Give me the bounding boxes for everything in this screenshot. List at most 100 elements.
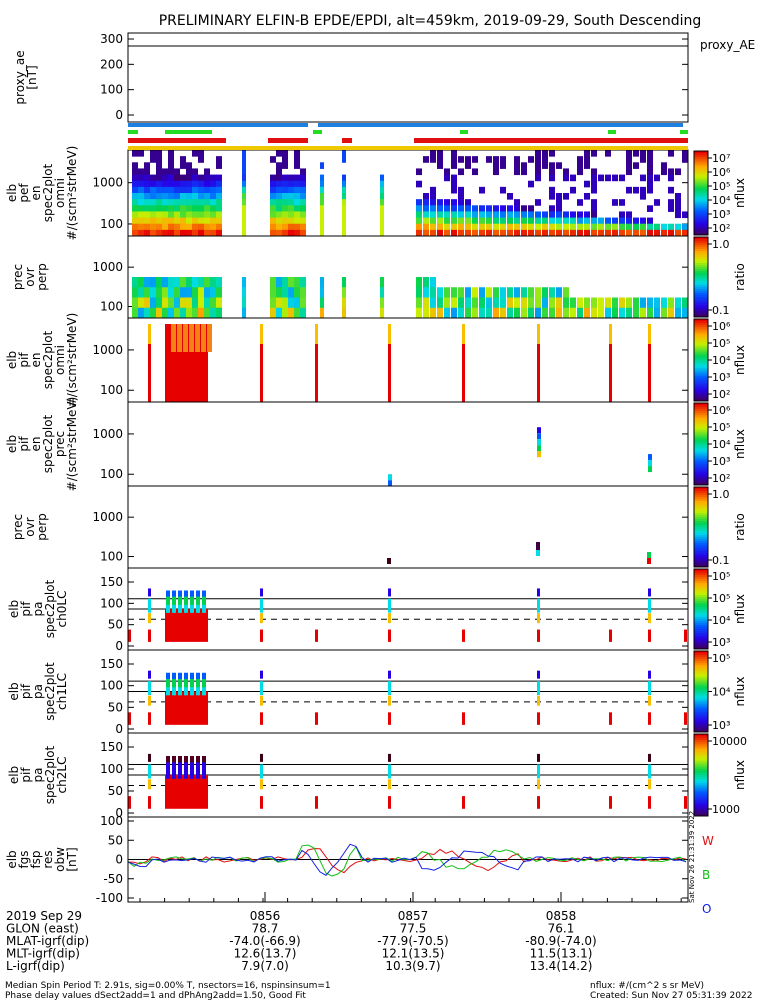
panel-fgs-ytick-3: -50 xyxy=(103,872,123,886)
ephem-value-4-1: 10.3(9.7) xyxy=(385,959,440,973)
panel-epde_omni-ylabel-4: omni xyxy=(53,178,67,208)
panel-proxy_ae-ylabel-1: [nT] xyxy=(25,65,39,89)
panel-epdi_prec-ytick-1: 100 xyxy=(100,467,123,481)
panel-pa_ch0-ylabel-0: elb xyxy=(7,600,21,618)
panel-epdi_ratio-cbtick-1: 0.1 xyxy=(712,554,730,567)
panel-epdi_omni-ylabel-3: spec2plot xyxy=(41,330,55,389)
panel-proxy_ae-ytick-2: 100 xyxy=(100,83,123,97)
status-bar-1-5 xyxy=(680,130,688,134)
fgs-legend-W: W xyxy=(702,834,714,848)
panel-pa_ch0-cbtick-1: 10⁵ xyxy=(712,592,730,605)
panel-epdi_omni-cbtick-2: 10⁴ xyxy=(712,354,731,367)
panel-proxy_ae-ytick-3: 0 xyxy=(115,108,123,122)
status-bar-2-2 xyxy=(342,138,352,143)
panel-fgs-ytick-1: 50 xyxy=(108,833,123,847)
ephem-value-1-0: 78.7 xyxy=(252,922,279,936)
footer-right-1: nflux: #/(cm^2 s sr MeV) xyxy=(590,981,704,991)
panel-pa_ch2-ytick-3: 0 xyxy=(115,806,123,820)
panel-epde_omni-ylabel-0: elb xyxy=(5,184,19,202)
ephem-value-3-2: 11.5(13.1) xyxy=(530,947,593,961)
footer-right-2: Created: Sun Nov 27 05:31:39 2022 xyxy=(590,991,752,1000)
panel-pa_ch0-ylabel-1: pif xyxy=(19,601,33,617)
panel-fgs-frame xyxy=(127,816,689,903)
panel-epde_omni-ytick-1: 100 xyxy=(100,217,123,231)
panel-pa_ch0-cbtick-2: 10⁴ xyxy=(712,614,731,627)
panel-epde_ratio-ylabel-0: prec xyxy=(11,264,25,290)
panel-epde_omni-cbtick-3: 10⁴ xyxy=(712,194,731,207)
panel-fgs-ylabel-4: obw xyxy=(53,847,67,872)
fgs-trace-2 xyxy=(127,843,687,876)
ephem-label-4: L-igrf(dip) xyxy=(6,959,65,973)
panel-epdi_prec-cbtick-1: 10⁵ xyxy=(712,421,730,434)
panel-pa_ch0-cblabel: nflux xyxy=(733,594,747,624)
time-tick-0: 0856 xyxy=(250,909,281,923)
status-bar-0-0 xyxy=(128,123,308,127)
panel-epdi_prec-ylabel-3: spec2plot xyxy=(41,414,55,473)
panel-epdi_ratio-ylabel-2: perp xyxy=(35,513,49,541)
panel-pa_ch2-cblabel: nflux xyxy=(733,760,747,790)
panel-pa_ch2-ytick-0: 150 xyxy=(100,740,123,754)
panel-fgs-ylabel-1: fgs xyxy=(17,850,31,868)
panel-epdi_prec-cbtick-3: 10³ xyxy=(712,455,730,468)
panel-fgs-ylabel-3: res xyxy=(41,850,55,868)
proxy-ae-legend: proxy_AE xyxy=(700,38,755,52)
panel-epdi_omni-ylabel-2: en xyxy=(29,353,43,368)
panel-pa_ch0-cbtick-3: 10³ xyxy=(712,636,730,649)
panel-epdi_ratio-cblabel: ratio xyxy=(733,513,747,541)
ephem-value-2-1: -77.9(-70.5) xyxy=(377,934,448,948)
panel-epdi_omni-ylabel-1: pif xyxy=(17,352,31,368)
status-bar-2-0 xyxy=(128,138,226,143)
panel-epdi_prec-ylabel-2: en xyxy=(29,437,43,452)
panel-epdi_prec-cbtick-2: 10⁴ xyxy=(712,438,731,451)
ephem-label-3: MLT-igrf(dip) xyxy=(6,947,80,961)
footer-left-2: Phase delay values dSect2add=1 and dPhAn… xyxy=(5,991,306,1000)
panel-pa_ch2-ylabel-1: pif xyxy=(19,767,33,783)
panel-epdi_prec-cblabel: nflux xyxy=(733,429,747,459)
panel-epde_omni-cbtick-2: 10⁵ xyxy=(712,180,730,193)
panel-pa_ch1-ylabel-3: spec2plot xyxy=(43,662,57,721)
panels-layer: proxy_ae[nT]3002001000proxy_AEelbpefensp… xyxy=(5,32,755,916)
panel-pa_ch2-ylabel-3: spec2plot xyxy=(43,745,57,804)
ephem-value-1-2: 76.1 xyxy=(548,922,575,936)
panel-epde_omni-ylabel-3: spec2plot xyxy=(41,163,55,222)
status-bar-1-0 xyxy=(128,130,138,134)
panel-epdi_prec-ylabel-5: #/(scm²strMeV) xyxy=(65,397,79,492)
panel-pa_ch1-ytick-3: 0 xyxy=(115,722,123,736)
panel-fgs-ytick-0: 100 xyxy=(100,814,123,828)
panel-pa_ch2-ylabel-4: ch2LC xyxy=(55,757,69,794)
panel-epde_ratio-ytick-1: 100 xyxy=(100,300,123,314)
panel-pa_ch1-cblabel: nflux xyxy=(733,677,747,707)
panel-epdi_ratio-frame xyxy=(127,485,689,569)
panel-pa_ch2-ylabel-2: pa xyxy=(31,768,45,783)
panel-epdi_ratio-cbtick-0: 1.0 xyxy=(712,488,730,501)
panel-pa_ch0-ylabel-4: ch0LC xyxy=(55,591,69,628)
ephem-value-2-0: -74.0(-66.9) xyxy=(229,934,300,948)
ephem-label-1: GLON (east) xyxy=(6,922,79,936)
time-tick-2: 0858 xyxy=(546,909,577,923)
panel-epdi_ratio-ytick-0: 1000 xyxy=(92,510,123,524)
panel-pa_ch1-ylabel-4: ch1LC xyxy=(55,673,69,710)
ephem-value-4-0: 7.9(7.0) xyxy=(241,959,289,973)
panel-pa_ch0-ytick-3: 0 xyxy=(115,639,123,653)
panel-pa_ch2-cbtick-0: 10000 xyxy=(712,735,747,748)
status-bar-1-3 xyxy=(460,130,468,134)
panel-pa_ch1-cbtick-2: 10³ xyxy=(712,719,730,732)
plot-title: PRELIMINARY ELFIN-B EPDE/EPDI, alt=459km… xyxy=(159,13,702,29)
panel-fgs-ylabel-2: fsp xyxy=(29,850,43,868)
panel-epdi_prec-ylabel-0: elb xyxy=(5,435,19,453)
panel-pa_ch1-ylabel-1: pif xyxy=(19,683,33,699)
panel-pa_ch2-ylabel-0: elb xyxy=(7,766,21,784)
ephem-value-2-2: -80.9(-74.0) xyxy=(525,934,596,948)
panel-epdi_ratio-ylabel-0: prec xyxy=(11,514,25,540)
